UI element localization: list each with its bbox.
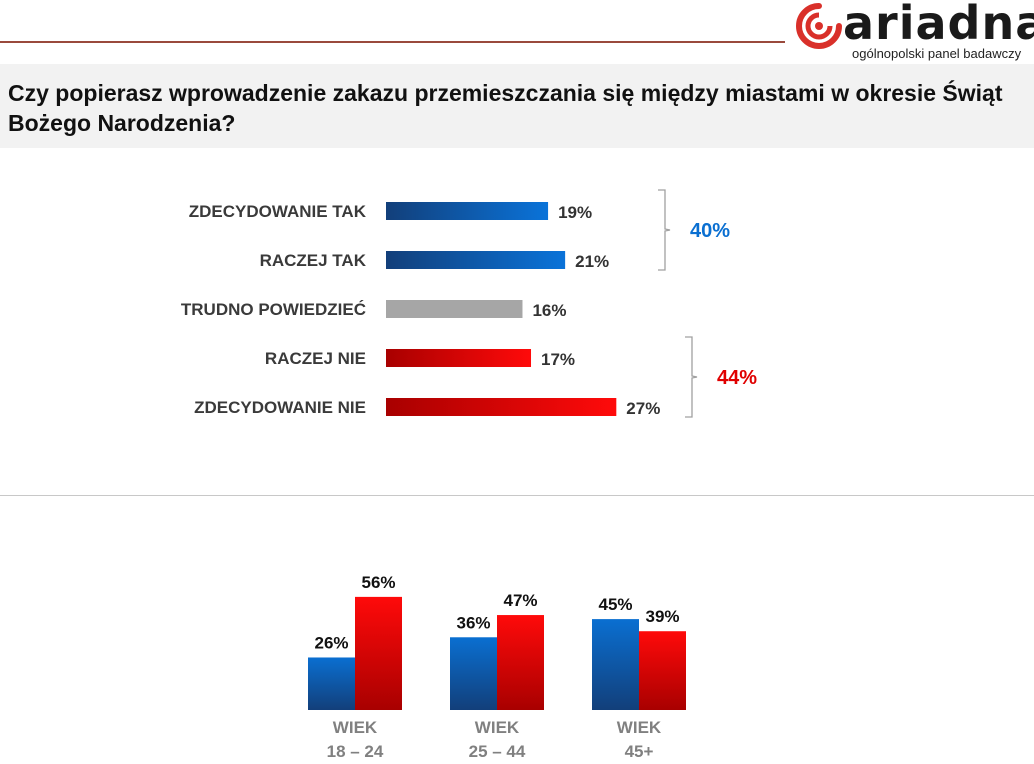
bar bbox=[386, 300, 523, 318]
column-category-label: 18 – 24 bbox=[327, 742, 384, 761]
value-label: 17% bbox=[541, 350, 575, 369]
category-label: TRUDNO POWIEDZIEĆ bbox=[181, 300, 366, 319]
value-label: 16% bbox=[532, 301, 566, 320]
column-value-label: 47% bbox=[503, 591, 537, 610]
category-label: RACZEJ NIE bbox=[265, 349, 366, 368]
group-total-label: 40% bbox=[690, 220, 730, 242]
column-category-label: 25 – 44 bbox=[469, 742, 526, 761]
column-bar bbox=[592, 619, 639, 710]
column-bar bbox=[450, 637, 497, 710]
group-brace bbox=[658, 189, 671, 271]
bar bbox=[386, 398, 617, 416]
section-divider bbox=[0, 495, 1034, 496]
group-brace bbox=[685, 336, 698, 418]
value-label: 21% bbox=[575, 252, 609, 271]
page-title: Czy popierasz wprowadzenie zakazu przemi… bbox=[8, 80, 1003, 136]
ariadna-logo: ariadna ogólnopolski panel badawczy bbox=[795, 0, 1034, 64]
bar bbox=[386, 202, 549, 220]
logo-wordmark: ariadna bbox=[843, 0, 1034, 50]
value-label: 27% bbox=[626, 399, 660, 418]
column-value-label: 26% bbox=[314, 633, 348, 652]
value-label: 19% bbox=[558, 203, 592, 222]
column-value-label: 45% bbox=[598, 595, 632, 614]
column-bar bbox=[639, 631, 686, 710]
category-label: ZDECYDOWANIE TAK bbox=[189, 202, 367, 221]
category-label: ZDECYDOWANIE NIE bbox=[194, 398, 366, 417]
column-value-label: 36% bbox=[456, 613, 490, 632]
category-label: RACZEJ TAK bbox=[260, 251, 367, 270]
column-bar bbox=[355, 596, 402, 710]
title-band: Czy popierasz wprowadzenie zakazu przemi… bbox=[0, 64, 1034, 148]
header-rule bbox=[0, 41, 785, 43]
column-value-label: 39% bbox=[645, 607, 679, 626]
bar bbox=[386, 251, 566, 269]
column-value-label: 56% bbox=[361, 573, 395, 592]
column-category-label: WIEK bbox=[617, 718, 662, 737]
column-bar bbox=[308, 657, 355, 710]
logo-tagline: ogólnopolski panel badawczy bbox=[852, 46, 1022, 61]
bar bbox=[386, 349, 532, 367]
column-category-label: WIEK bbox=[333, 718, 378, 737]
column-bar bbox=[497, 615, 544, 710]
column-category-label: 45+ bbox=[625, 742, 654, 761]
group-total-label: 44% bbox=[717, 367, 757, 389]
column-category-label: WIEK bbox=[475, 718, 520, 737]
spiral-logo-icon bbox=[796, 3, 842, 49]
